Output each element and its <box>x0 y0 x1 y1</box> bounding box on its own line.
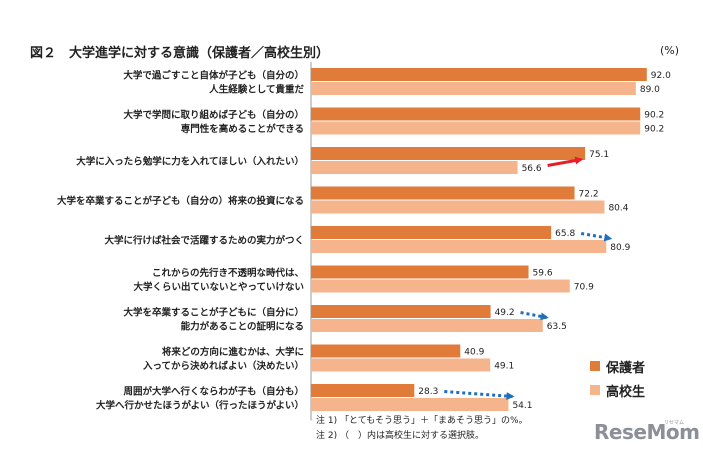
data-label-student: 80.9 <box>610 243 630 253</box>
category-label-line: 大学に入ったら勉学に力を入れてほしい（入れたい） <box>76 156 304 168</box>
category-label: これからの先行き不透明な時代は、大学くらい出ていないとやっていけない <box>133 267 304 293</box>
bar-parent <box>311 68 647 81</box>
data-label-parent: 59.6 <box>533 269 553 279</box>
bar-student <box>311 279 570 293</box>
category-label-line: 大学くらい出ていないとやっていけない <box>133 281 304 293</box>
bar-student <box>311 121 641 135</box>
brand-subtitle: リセマム <box>664 420 685 426</box>
data-label-student: 54.1 <box>512 401 532 411</box>
data-label-parent: 40.9 <box>464 348 484 358</box>
data-label-student: 80.4 <box>608 204 628 214</box>
category-label-line: 周囲が大学へ行くならわが子も（自分も） <box>123 386 304 398</box>
category-label: 大学に入ったら勉学に力を入れてほしい（入れたい） <box>76 156 304 168</box>
category-label-line: 大学で過ごすこと自体が子ども（自分の） <box>123 70 304 82</box>
legend-swatch-student <box>590 385 600 395</box>
trend-arrow-blue <box>444 390 515 401</box>
category-label-line: 人生経験として貴重だ <box>209 84 304 96</box>
legend-item-parent: 保護者 <box>590 355 645 377</box>
category-label: 大学で過ごすこと自体が子ども（自分の） 人生経験として貴重だ <box>123 70 304 96</box>
chart-title: 図２ 大学進学に対する意識（保護者／高校生別） <box>30 46 330 61</box>
category-label: 大学を卒業することが子ども（自分の）将来の投資になる <box>57 195 304 207</box>
footnote-2: 注 2) （ ）内は高校生に対する選択肢。 <box>316 431 484 441</box>
category-label-line: 大学へ行かせたほうがよい（行ったほうがよい） <box>96 400 304 412</box>
category-label-line: これからの先行き不透明な時代は、 <box>152 267 304 279</box>
category-label-line: 将来どの方向に進むかは、大学に <box>162 346 304 358</box>
bar-parent <box>311 107 641 121</box>
bar-student <box>311 398 509 411</box>
category-label: 周囲が大学へ行くならわが子も（自分も） 大学へ行かせたほうがよい（行ったほうがよい… <box>96 386 304 412</box>
category-label-line: 能力があることの証明になる <box>181 321 304 333</box>
category-label-line: 専門性を高めることができる <box>181 123 304 135</box>
category-label-line: 大学を卒業することが子どもに（自分に） <box>123 307 304 319</box>
bar-student <box>311 161 518 174</box>
legend-item-student: 高校生 <box>590 379 645 401</box>
brand-name-a: Rese <box>594 420 647 444</box>
category-label-line: 大学に行けば社会で活躍するための実力がつく <box>104 235 304 247</box>
bar-student <box>311 319 543 332</box>
data-label-student: 49.1 <box>494 362 514 372</box>
legend-swatch-parent <box>590 361 600 371</box>
brand-logo: ReseMom <box>594 420 700 444</box>
bar-parent <box>311 384 415 397</box>
unit-label: (%) <box>660 44 680 57</box>
category-label-line: 入ってから決めればよい（決めたい） <box>142 360 304 372</box>
category-label: 将来どの方向に進むかは、大学に入ってから決めればよい（決めたい） <box>142 346 304 372</box>
data-label-student: 89.0 <box>640 85 660 95</box>
legend-label-student: 高校生 <box>606 384 646 400</box>
brand-name-b: Mom <box>646 420 700 444</box>
data-label-student: 90.2 <box>644 125 664 135</box>
trend-arrow-red <box>547 156 584 167</box>
legend-label-parent: 保護者 <box>606 360 646 376</box>
trend-arrow-blue <box>520 311 549 321</box>
footnotes: 注 1) 「とてもそう思う」＋「まあそう思う」の%。 注 2) （ ）内は高校生… <box>316 414 528 444</box>
trend-arrow-blue <box>580 232 613 242</box>
category-label: 大学で学問に取り組めば子ども（自分の） 専門性を高めることができる <box>123 109 304 135</box>
data-label-student: 63.5 <box>547 322 567 332</box>
data-label-parent: 92.0 <box>651 71 671 81</box>
category-label: 大学を卒業することが子どもに（自分に） 能力があることの証明になる <box>123 307 304 333</box>
footnote-1: 注 1) 「とてもそう思う」＋「まあそう思う」の%。 <box>316 416 528 426</box>
category-label-line: 大学を卒業することが子ども（自分の）将来の投資になる <box>57 195 304 207</box>
bar-parent <box>311 265 529 279</box>
bar-parent <box>311 344 461 358</box>
data-label-parent: 49.2 <box>495 308 515 318</box>
bar-parent <box>311 147 586 160</box>
category-label-line: 大学で学問に取り組めば子ども（自分の） <box>123 109 304 121</box>
data-label-student: 56.6 <box>522 164 542 174</box>
data-label-parent: 28.3 <box>418 387 438 397</box>
bar-parent <box>311 226 552 239</box>
data-label-student: 70.9 <box>574 283 594 293</box>
data-label-parent: 75.1 <box>589 150 609 160</box>
bar-parent <box>311 186 575 200</box>
data-label-parent: 65.8 <box>555 229 575 239</box>
legend: 保護者 高校生 <box>590 355 645 403</box>
data-label-parent: 90.2 <box>644 111 664 121</box>
data-label-parent: 72.2 <box>579 190 599 200</box>
bar-student <box>311 240 607 253</box>
category-label: 大学に行けば社会で活躍するための実力がつく <box>104 235 304 247</box>
bar-student <box>311 358 491 372</box>
bar-parent <box>311 305 491 318</box>
bar-student <box>311 200 605 214</box>
bar-student <box>311 82 636 95</box>
